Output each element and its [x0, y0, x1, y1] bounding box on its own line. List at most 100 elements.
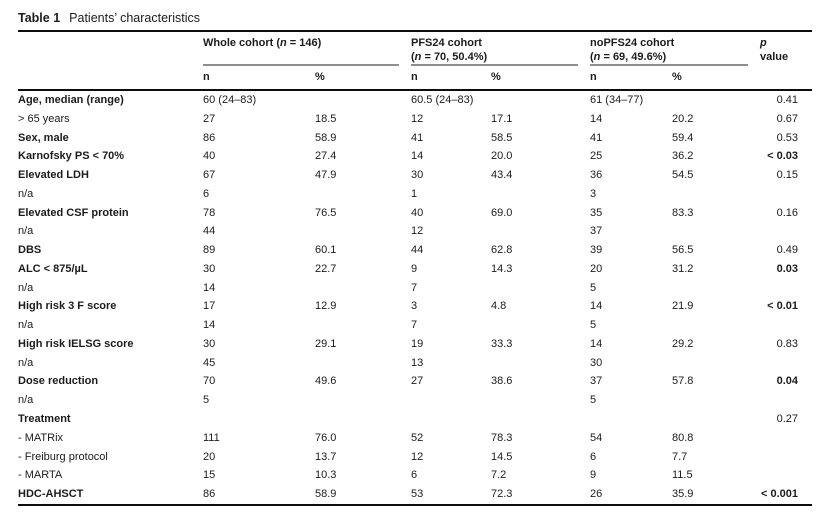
table-row: n/a 14 7 5 — [18, 279, 812, 298]
subheader-stub — [18, 71, 203, 83]
nopfs24-pct-cell — [672, 410, 760, 429]
pfs24-n-cell: 19 — [411, 337, 424, 350]
p-value-cell — [760, 466, 812, 485]
nopfs24-n-cell: 14 — [590, 337, 603, 350]
pfs24-pct-cell: 72.3 — [491, 488, 513, 501]
p-value-cell — [760, 279, 812, 298]
whole-n-cell: 30 — [203, 262, 216, 275]
whole-n-cell: 45 — [203, 356, 216, 369]
table-row: DBS 89 60.1 44 62.8 39 56.5 0.49 — [18, 241, 812, 260]
nopfs24-pct-cell — [672, 91, 760, 110]
bottom-rule — [18, 503, 812, 506]
nopfs24-pct-cell — [672, 316, 760, 335]
nopfs24-n-cell: 14 — [590, 300, 603, 313]
pfs24-group-header: PFS24 cohort (n = 70, 50.4%) — [411, 36, 590, 66]
row-label: HDC-AHSCT — [18, 488, 84, 501]
pfs24-pct-cell — [491, 410, 590, 429]
p-value-cell: 0.04 — [776, 375, 798, 388]
row-label: Sex, male — [18, 131, 69, 144]
whole-pct-cell — [315, 391, 411, 410]
whole-pct-cell: 76.0 — [315, 431, 337, 444]
nopfs24-n-cell: 5 — [590, 394, 597, 407]
row-label: Treatment — [18, 413, 71, 426]
row-label: n/a — [18, 319, 34, 332]
whole-cohort-count: = 146) — [286, 37, 322, 49]
pfs24-n-cell: 40 — [411, 206, 424, 219]
p-value-cell — [760, 222, 812, 241]
pfs24-pct-cell — [491, 354, 590, 373]
pfs24-n-cell: 12 — [411, 225, 424, 238]
pfs24-label: PFS24 cohort — [411, 37, 482, 49]
whole-n-cell: 30 — [203, 337, 216, 350]
whole-n-cell: 14 — [203, 319, 216, 332]
whole-n-cell: 40 — [203, 150, 216, 163]
nopfs24-pct-cell: 29.2 — [672, 337, 694, 350]
pfs24-pct-cell: 4.8 — [491, 300, 507, 313]
whole-n-cell: 14 — [203, 281, 216, 294]
whole-n-cell: 27 — [203, 112, 216, 125]
whole-pct-cell: 47.9 — [315, 169, 337, 182]
nopfs24-pct-cell — [672, 222, 760, 241]
p-value-cell: < 0.01 — [767, 300, 798, 313]
whole-n-cell: 111 — [203, 431, 220, 444]
row-label: - MATRix — [18, 431, 64, 444]
nopfs24-n-cell: 5 — [590, 281, 597, 294]
nopfs24-pct-cell: 56.5 — [672, 244, 694, 257]
whole-pct-cell: 27.4 — [315, 150, 337, 163]
p-value-cell: 0.15 — [776, 169, 798, 182]
pfs24-n-cell: 9 — [411, 262, 418, 275]
pfs24-n-cell: 52 — [411, 431, 424, 444]
whole-pct-cell: 29.1 — [315, 337, 337, 350]
p-value-cell: 0.49 — [776, 244, 798, 257]
table-row: Elevated LDH 67 47.9 30 43.4 36 54.5 0.15 — [18, 166, 812, 185]
pfs24-n-cell: 53 — [411, 488, 424, 501]
pfs24-pct-cell: 62.8 — [491, 244, 513, 257]
nopfs24-n-cell: 25 — [590, 150, 603, 163]
row-label: High risk 3 F score — [18, 300, 117, 313]
nopfs24-pct-cell: 11.5 — [672, 469, 693, 482]
table-row: High risk IELSG score 30 29.1 19 33.3 14 29.2 0… — [18, 335, 812, 354]
pfs24-pct-cell — [491, 391, 590, 410]
table-row: Sex, male 86 58.9 41 58.5 41 59.4 0.53 — [18, 129, 812, 148]
pfs24-pct-cell — [491, 279, 590, 298]
nopfs24-pct-cell: 83.3 — [672, 206, 694, 219]
p-value-cell: 0.03 — [776, 262, 798, 275]
table-row: n/a 6 1 3 — [18, 185, 812, 204]
table-row: > 65 years 27 18.5 12 17.1 14 20.2 0.67 — [18, 110, 812, 129]
pfs24-n-cell: 1 — [411, 187, 418, 200]
table-row: - MARTA 15 10.3 6 7.2 9 11.5 — [18, 466, 812, 485]
nopfs24-n-cell: 14 — [590, 112, 603, 125]
nopfs24-pct-cell: 7.7 — [672, 450, 688, 463]
table-row: n/a 14 7 5 — [18, 316, 812, 335]
nopfs24-n-cell: 61 (34–77) — [590, 94, 644, 106]
whole-n-cell: 70 — [203, 375, 216, 388]
pfs24-n-cell: 60.5 (24–83) — [411, 94, 474, 106]
p-value-cell: < 0.001 — [760, 488, 798, 501]
pfs24-n-cell: 30 — [411, 169, 424, 182]
p-value-header: p value — [760, 36, 812, 66]
table-row: Treatment 0.27 — [18, 410, 812, 429]
pfs24-n-cell: 7 — [411, 281, 418, 294]
nopfs24-pct-header: % — [672, 71, 682, 83]
whole-pct-cell — [315, 354, 411, 373]
row-label: Dose reduction — [18, 375, 99, 388]
table-row: Dose reduction 70 49.6 27 38.6 37 57.8 0.04 — [18, 372, 812, 391]
table-row: n/a 45 13 30 — [18, 354, 812, 373]
p-value-cell: 0.67 — [776, 112, 798, 125]
nopfs24-paren-open: ( — [590, 50, 594, 63]
whole-cohort-group-header: Whole cohort (n = 146) — [203, 36, 411, 66]
row-label: Elevated CSF protein — [18, 206, 129, 219]
whole-n-cell — [203, 410, 315, 429]
row-label: Elevated LDH — [18, 169, 89, 182]
pfs24-pct-cell: 14.5 — [491, 450, 513, 463]
nopfs24-pct-cell: 80.8 — [672, 431, 694, 444]
pfs24-pct-cell: 14.3 — [491, 262, 513, 275]
p-value-cell: 0.16 — [776, 206, 798, 219]
whole-pct-cell: 10.3 — [315, 469, 337, 482]
p-subheader-empty — [760, 71, 812, 83]
pfs24-pct-cell — [491, 316, 590, 335]
row-label: Age, median (range) — [18, 94, 124, 106]
row-label: n/a — [18, 281, 34, 294]
pfs24-pct-cell: 20.0 — [491, 150, 513, 163]
nopfs24-count-text: = 69, 49.6%) — [600, 50, 667, 63]
